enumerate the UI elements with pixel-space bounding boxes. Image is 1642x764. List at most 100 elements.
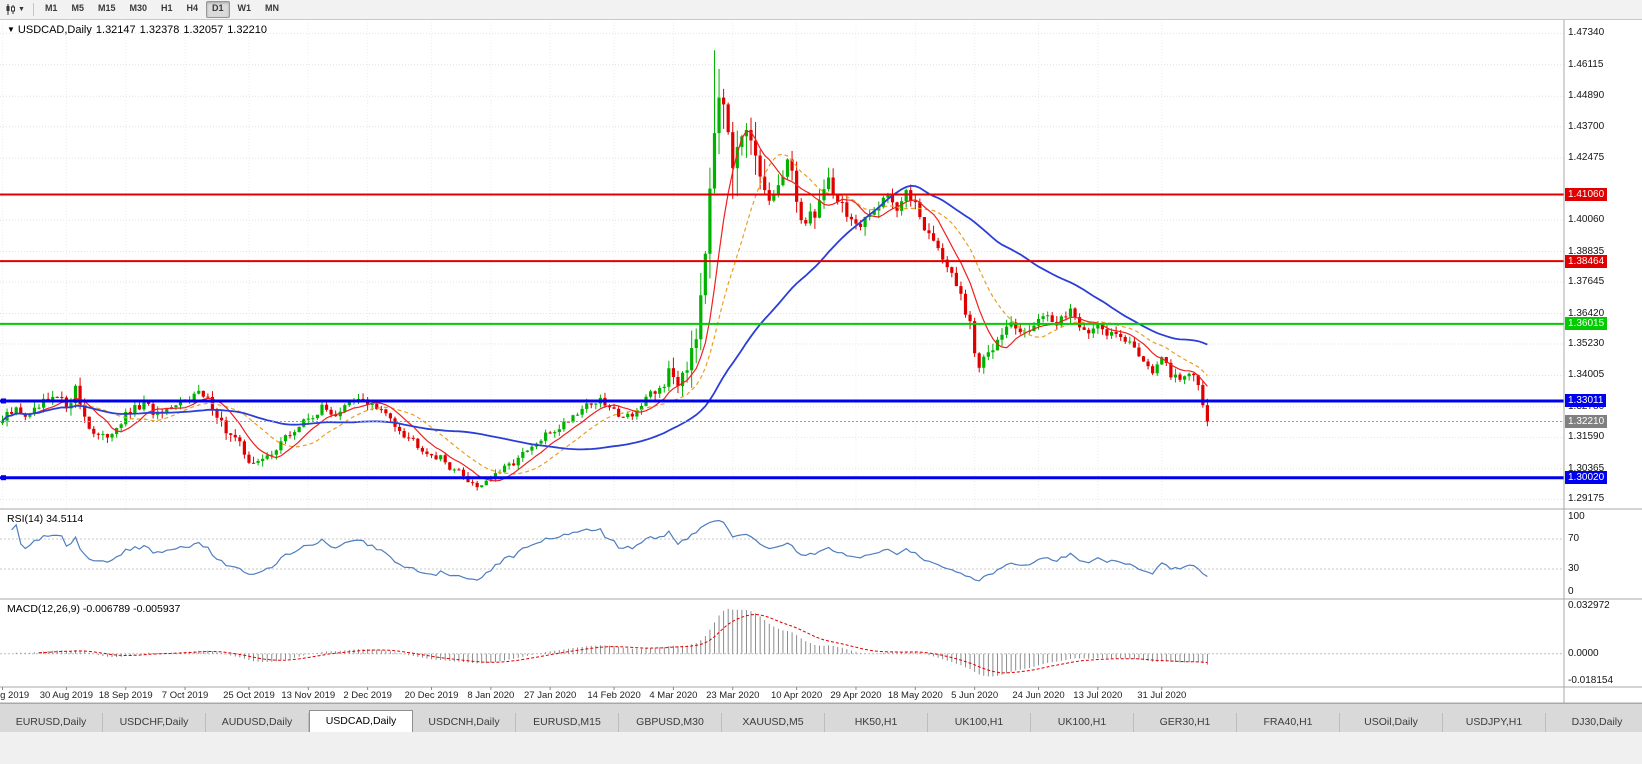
timeframe-button-H4[interactable]: H4 <box>186 3 199 13</box>
rsi-axis-tick: 30 <box>1568 563 1580 574</box>
price-axis-tick: 1.46115 <box>1568 58 1604 70</box>
macd-layer <box>0 608 1564 677</box>
price-axis-tick: 1.37645 <box>1568 276 1605 288</box>
chart-ohlc-title: ▼ USDCAD,Daily 1.32147 1.32378 1.32057 1.3221… <box>7 24 271 36</box>
time-axis-tick: 23 Mar 2020 <box>706 690 760 701</box>
chart-tab-gbpusd-m30[interactable]: GBPUSD,M30 <box>619 713 722 732</box>
rsi-layer <box>0 519 1564 582</box>
chart-tab-usdcad-daily[interactable]: USDCAD,Daily <box>309 710 413 732</box>
time-axis-tick: 2 Dec 2019 <box>343 690 392 701</box>
time-axis-tick: 18 May 2020 <box>887 690 943 701</box>
time-axis-tick: 14 Feb 2020 <box>587 690 641 701</box>
chart-tab-hk50-h1[interactable]: HK50,H1 <box>825 713 928 732</box>
price-axis-tick: 1.35230 <box>1568 338 1605 350</box>
chart-tab-eurusd-daily[interactable]: EURUSD,Daily <box>0 713 103 732</box>
chart-tab-uk100-h1[interactable]: UK100,H1 <box>1031 713 1134 732</box>
time-axis-tick: 31 Jul 2020 <box>1137 690 1187 701</box>
price-axis-tick: 1.36420 <box>1568 307 1605 319</box>
price-axis-tick: 1.47340 <box>1568 27 1605 39</box>
rsi-axis-tick: 0 <box>1568 585 1574 597</box>
price-line-label: 1.33011 <box>1565 394 1607 408</box>
price-line-label: 1.38464 <box>1565 254 1608 268</box>
panel-borders <box>0 18 1642 704</box>
window-bottom-strip <box>0 731 1642 764</box>
chart-close-value: 1.32210 <box>227 24 267 36</box>
line-handle-marker <box>1 398 6 404</box>
timeframe-button-M5[interactable]: M5 <box>71 3 84 13</box>
price-axis-tick: 1.43700 <box>1568 120 1605 132</box>
price-line-label: 1.30020 <box>1565 471 1608 485</box>
horizontal-lines-layer <box>0 193 1564 481</box>
price-axis-tick: 1.40060 <box>1568 214 1605 226</box>
price-axis-tick: 1.29175 <box>1568 493 1605 505</box>
timeframe-button-M1[interactable]: M1 <box>44 3 58 13</box>
time-axis-tick: 8 Jan 2020 <box>467 690 515 701</box>
time-axis-tick: 25 Oct 2019 <box>223 690 275 701</box>
chart-tab-usoil-daily[interactable]: USOil,Daily <box>1340 713 1443 732</box>
time-axis-tick: 13 Jul 2020 <box>1073 690 1123 701</box>
timeframe-buttons: M1 M5 M15 M30 H1 H4 D1 W1 MN <box>38 1 286 18</box>
macd-indicator-label: MACD(12,26,9) -0.006789 -0.005937 <box>7 603 181 615</box>
chart-tab-audusd-daily[interactable]: AUDUSD,Daily <box>206 713 309 732</box>
time-axis-tick: 4 Mar 2020 <box>649 690 698 701</box>
chart-tab-eurusd-m15[interactable]: EURUSD,M15 <box>516 713 619 732</box>
current-price-label: 1.32210 <box>1565 415 1608 429</box>
timeframe-button-H1[interactable]: H1 <box>161 3 173 13</box>
macd-axis-tick: -0.018154 <box>1568 675 1614 686</box>
chart-tab-usdcnh-daily[interactable]: USDCNH,Daily <box>413 713 516 732</box>
rsi-indicator-label: RSI(14) 34.5114 <box>7 513 84 525</box>
time-axis-tick: 12 Aug 2019 <box>0 690 30 701</box>
chart-tab-uk100-h1[interactable]: UK100,H1 <box>928 713 1031 732</box>
price-axis-tick: 1.34005 <box>1568 369 1605 381</box>
timeframe-button-MN[interactable]: MN <box>265 3 280 13</box>
price-line-label: 1.41060 <box>1565 187 1608 201</box>
price-axis-tick: 1.30365 <box>1568 462 1605 474</box>
line-handle-marker <box>1 475 6 481</box>
ma-16-line <box>2 153 1208 475</box>
time-axis-tick: 30 Aug 2019 <box>39 690 94 701</box>
toolbar-divider <box>32 3 34 16</box>
timeframe-button-W1[interactable]: W1 <box>237 3 252 13</box>
chart-tab-xauusd-m5[interactable]: XAUUSD,M5 <box>722 713 825 732</box>
time-axis-tick: 5 Jun 2020 <box>951 690 999 701</box>
price-line-label: 1.36015 <box>1565 317 1608 331</box>
time-axis-tick: 27 Jan 2020 <box>524 690 577 701</box>
chevron-down-icon: ▼ <box>18 6 25 13</box>
chart-tab-usdchf-daily[interactable]: USDCHF,Daily <box>103 713 206 732</box>
chart-open-value: 1.32147 <box>95 24 136 36</box>
time-axis-tick: 24 Jun 2020 <box>1012 690 1065 701</box>
rsi-axis-tick: 100 <box>1568 510 1585 522</box>
chart-low-value: 1.32057 <box>183 24 224 36</box>
candlestick-chart-icon[interactable]: ▼ <box>0 1 29 18</box>
price-axis-tick: 1.42475 <box>1568 152 1605 164</box>
ma-8-line <box>2 130 1208 482</box>
time-axis-tick: 10 Apr 2020 <box>771 690 823 701</box>
chart-tab-usdjpy-h1[interactable]: USDJPY,H1 <box>1443 713 1546 732</box>
price-axis-tick: 1.31590 <box>1568 431 1605 443</box>
moving-averages-layer <box>1 130 1208 482</box>
candles-layer <box>0 50 1209 491</box>
chart-symbol-period: USDCAD,Daily <box>17 24 92 36</box>
rsi-axis-tick: 70 <box>1568 533 1580 544</box>
chart-tabs-bar: EURUSD,Daily USDCHF,Daily AUDUSD,Daily USDC… <box>0 703 1642 732</box>
macd-signal-line <box>38 613 1208 674</box>
rsi-line <box>11 519 1208 582</box>
time-axis-tick: 18 Sep 2019 <box>98 690 153 701</box>
macd-axis-tick: 0.0000 <box>1568 647 1599 659</box>
timeframe-button-M15[interactable]: M15 <box>97 3 116 13</box>
macd-axis-tick: 0.032972 <box>1568 600 1610 611</box>
time-axis-tick: 20 Dec 2019 <box>404 690 459 701</box>
timeframe-button-M30[interactable]: M30 <box>129 3 147 13</box>
chart-tab-dj30-daily[interactable]: DJ30,Daily <box>1546 713 1642 732</box>
price-axis-tick: 1.44890 <box>1568 90 1605 102</box>
chart-tab-ger30-h1[interactable]: GER30,H1 <box>1134 713 1237 732</box>
time-axis-tick: 7 Oct 2019 <box>161 690 209 701</box>
chart-high-value: 1.32378 <box>139 24 180 36</box>
timeframe-button-D1[interactable]: D1 <box>206 1 230 18</box>
time-axis-tick: 29 Apr 2020 <box>830 690 882 701</box>
price-axis-tick: 1.38835 <box>1568 245 1605 257</box>
chart-tab-fra40-h1[interactable]: FRA40,H1 <box>1237 713 1340 732</box>
symbol-dropdown-arrow-icon[interactable]: ▼ <box>7 25 15 34</box>
